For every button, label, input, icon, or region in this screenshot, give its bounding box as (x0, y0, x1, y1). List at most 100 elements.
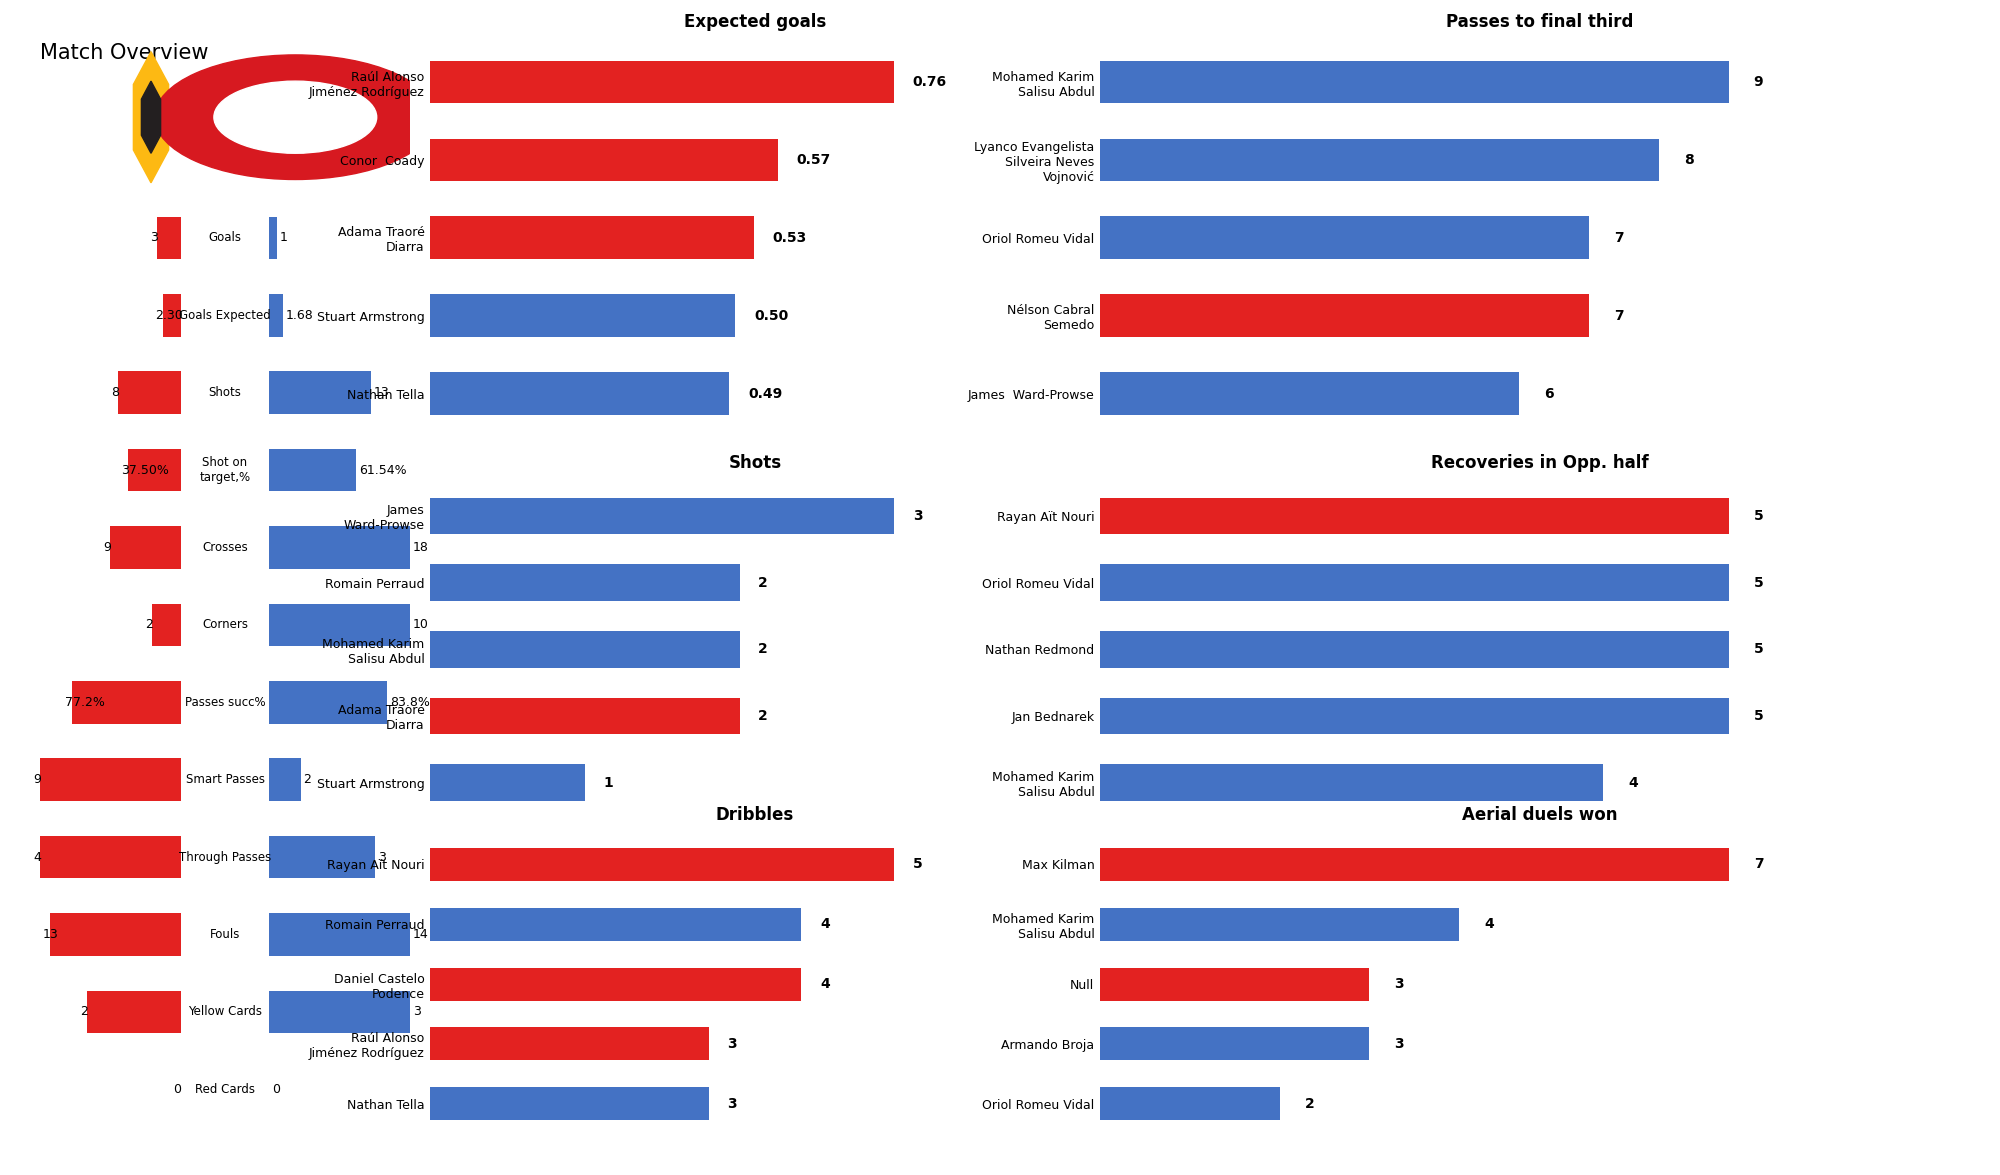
Text: 5: 5 (1754, 709, 1764, 723)
Text: Goals: Goals (208, 231, 242, 244)
Text: Passes succ%: Passes succ% (184, 696, 266, 709)
Text: 9: 9 (32, 773, 40, 786)
Bar (1100, 908, 1460, 941)
Bar (270, 682, 388, 724)
Text: 9: 9 (104, 540, 112, 553)
Title: Dribbles: Dribbles (716, 806, 794, 824)
Bar (40, 758, 180, 801)
Text: 0.57: 0.57 (796, 153, 832, 167)
Text: 7: 7 (1614, 309, 1624, 323)
Text: 3: 3 (412, 1006, 420, 1019)
Text: 2: 2 (1304, 1096, 1314, 1110)
Bar (128, 449, 180, 491)
Bar (430, 216, 754, 260)
Bar (430, 1027, 708, 1060)
Bar (1100, 497, 1728, 535)
Text: 3 - 1: 3 - 1 (190, 112, 260, 140)
Circle shape (214, 81, 376, 153)
Text: Shot on
target,%: Shot on target,% (200, 456, 250, 484)
Bar (270, 604, 410, 646)
Bar (270, 449, 356, 491)
Text: 4: 4 (32, 851, 40, 864)
Bar (1100, 372, 1520, 415)
Text: 3: 3 (1394, 978, 1404, 991)
Text: 0.49: 0.49 (748, 387, 782, 401)
Text: 1.68: 1.68 (286, 309, 314, 322)
Bar (430, 967, 802, 1001)
Polygon shape (134, 52, 168, 183)
Text: Corners: Corners (202, 618, 248, 631)
Text: 0: 0 (174, 1083, 182, 1096)
Text: 0.76: 0.76 (912, 75, 946, 89)
Text: 1: 1 (604, 776, 614, 790)
Bar (1100, 698, 1728, 734)
Bar (430, 848, 894, 881)
Text: 4: 4 (1628, 776, 1638, 790)
Bar (430, 61, 894, 103)
Text: 6: 6 (1544, 387, 1554, 401)
Bar (430, 1087, 708, 1120)
Bar (1100, 1027, 1370, 1060)
Bar (270, 991, 410, 1033)
Bar (1100, 61, 1728, 103)
Text: 0.50: 0.50 (754, 309, 788, 323)
Title: Passes to final third: Passes to final third (1446, 13, 1634, 31)
Bar (430, 564, 740, 600)
Circle shape (154, 55, 436, 180)
Text: 3: 3 (912, 509, 922, 523)
Text: 13: 13 (374, 387, 390, 400)
Text: 3: 3 (728, 1096, 736, 1110)
Bar (86, 991, 180, 1033)
Text: 4: 4 (820, 978, 830, 991)
Bar (270, 835, 374, 879)
Bar (430, 139, 778, 181)
Text: 2: 2 (758, 643, 768, 656)
Bar (430, 698, 740, 734)
Title: Shots: Shots (728, 454, 782, 471)
Text: Smart Passes: Smart Passes (186, 773, 264, 786)
Bar (270, 216, 278, 260)
Bar (152, 604, 180, 646)
Text: 18: 18 (412, 540, 428, 553)
Bar (1100, 216, 1588, 260)
Polygon shape (142, 81, 160, 153)
Bar (1100, 1087, 1280, 1120)
Text: Shots: Shots (208, 387, 242, 400)
Text: 5: 5 (912, 858, 922, 872)
Bar (1100, 295, 1588, 337)
Text: 8: 8 (112, 387, 120, 400)
Text: 10: 10 (412, 618, 428, 631)
Bar (118, 371, 180, 414)
Bar (1100, 631, 1728, 667)
Text: 2: 2 (758, 709, 768, 723)
Title: Expected goals: Expected goals (684, 13, 826, 31)
Bar (158, 216, 180, 260)
Text: 61.54%: 61.54% (358, 464, 406, 477)
Text: 4: 4 (1484, 918, 1494, 931)
Bar (50, 913, 180, 955)
Text: Red Cards: Red Cards (196, 1083, 256, 1096)
Text: 3: 3 (728, 1038, 736, 1050)
Text: Fouls: Fouls (210, 928, 240, 941)
Text: 5: 5 (1754, 576, 1764, 590)
Bar (430, 908, 802, 941)
Bar (270, 913, 410, 955)
Bar (1100, 139, 1658, 181)
Bar (110, 526, 180, 569)
Bar (430, 764, 584, 801)
Bar (270, 526, 410, 569)
Text: 83.8%: 83.8% (390, 696, 430, 709)
Text: 2.30: 2.30 (156, 309, 184, 322)
Bar (1100, 764, 1602, 801)
Text: 5: 5 (1754, 509, 1764, 523)
Text: 13: 13 (44, 928, 58, 941)
Title: Recoveries in Opp. half: Recoveries in Opp. half (1432, 454, 1648, 471)
Text: 9: 9 (1754, 75, 1764, 89)
Text: 1: 1 (280, 231, 288, 244)
Bar (162, 294, 180, 336)
Bar (270, 294, 282, 336)
Text: 3: 3 (378, 851, 386, 864)
Text: 7: 7 (1754, 858, 1764, 872)
Text: Through Passes: Through Passes (178, 851, 272, 864)
Text: 77.2%: 77.2% (66, 696, 104, 709)
